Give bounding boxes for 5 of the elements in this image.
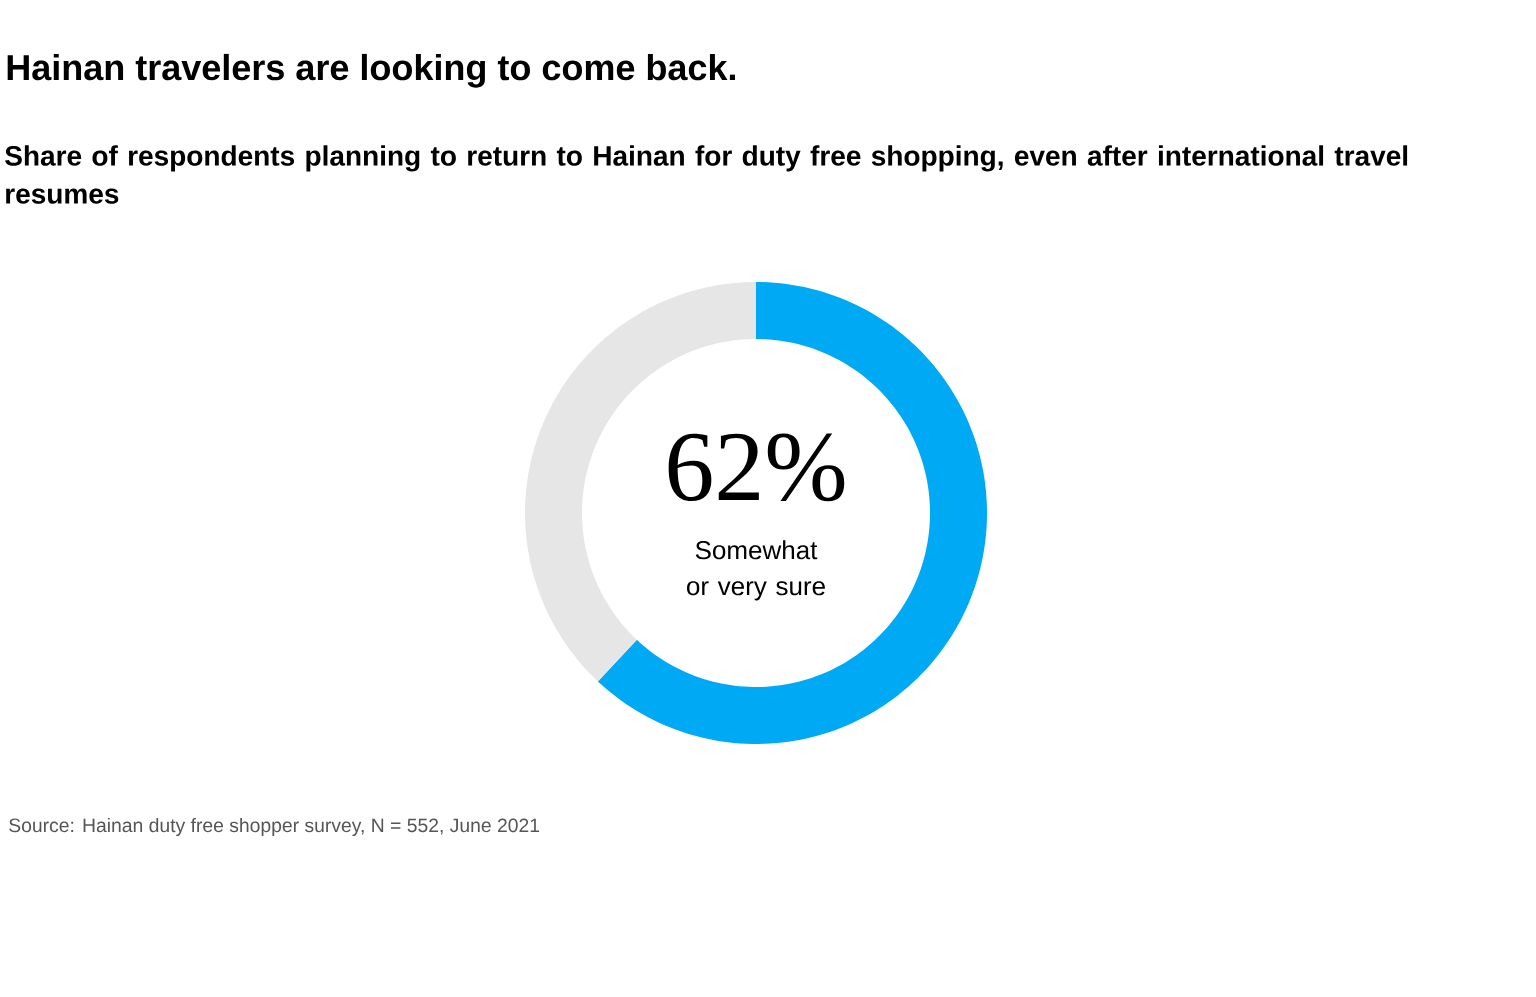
chart-title: Hainan travelers are looking to come back. (7, 53, 735, 88)
slice-label: Somewhat or very sure (687, 540, 825, 601)
data-label: 62% (668, 433, 845, 502)
source-note: Source: Hainan duty free shopper survey, N = 552, June 2021 (9, 818, 540, 837)
chart-subtitle: Share of respondents planning to return to Hainan for duty free shopping, even after international travel resumes (5, 145, 1408, 204)
